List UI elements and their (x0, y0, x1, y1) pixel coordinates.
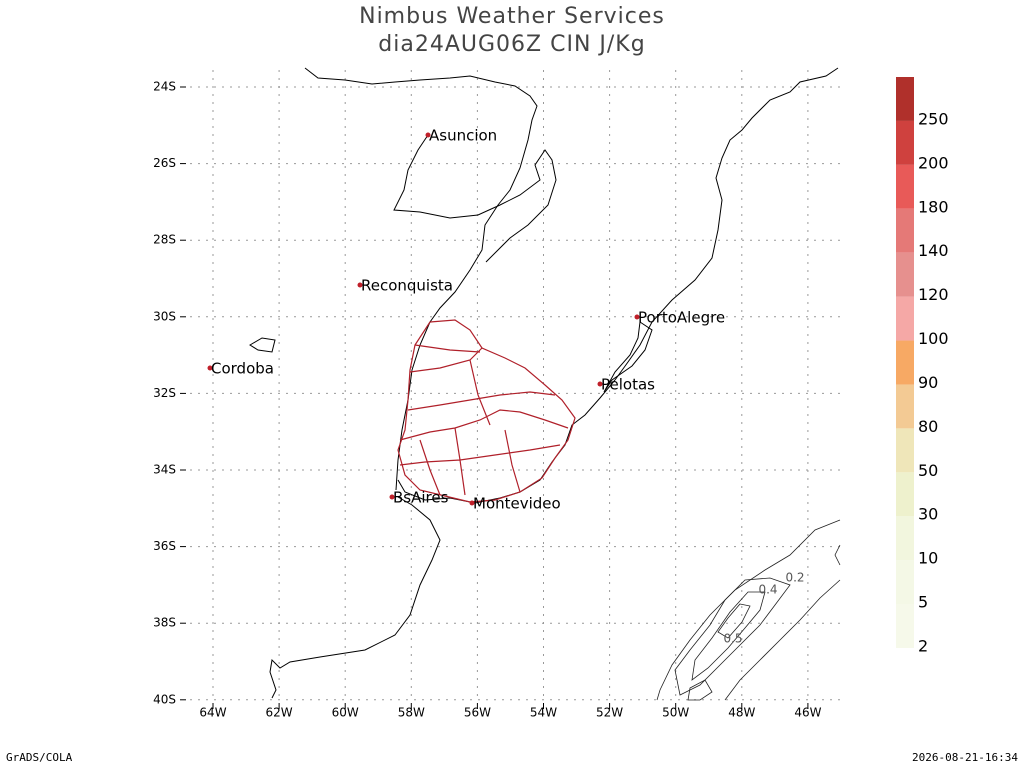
city-marker (634, 314, 640, 320)
city-label: Montevideo (473, 495, 561, 513)
contour (724, 579, 841, 701)
contour (656, 519, 841, 701)
colorbar-band (896, 560, 914, 605)
city-label: Cordoba (211, 360, 274, 378)
contours (656, 519, 841, 701)
colorbar-band (896, 384, 914, 429)
city-marker (425, 132, 431, 138)
colorbar-band (896, 252, 914, 297)
colorbar-label: 90 (918, 373, 938, 392)
city-marker (357, 282, 363, 288)
contour (691, 591, 766, 681)
colorbar-label: 5 (918, 593, 928, 612)
river (393, 134, 557, 263)
colorbar-band (896, 77, 914, 121)
border (399, 344, 569, 496)
contour-label: 0.2 (785, 571, 804, 585)
colorbar-band (896, 208, 914, 253)
contour (687, 679, 713, 701)
city-marker (389, 494, 395, 500)
coastline (603, 321, 653, 393)
contour-label: 0.4 (758, 583, 777, 597)
lat-tick-label: 34S (153, 463, 176, 477)
city-marker (597, 381, 603, 387)
coastline (269, 496, 441, 699)
lat-tick-label: 28S (153, 233, 176, 247)
subtitle: dia24AUG06Z CIN J/Kg (378, 32, 645, 57)
colorbar-label: 30 (918, 505, 938, 524)
city-label: Asuncion (429, 127, 497, 145)
city-label: Pelotas (601, 376, 655, 394)
city-marker (469, 500, 475, 506)
colorbar-label: 50 (918, 461, 938, 480)
lat-tick-label: 26S (153, 156, 176, 170)
lon-tick-label: 52W (596, 706, 623, 720)
contour (717, 603, 751, 639)
title: Nimbus Weather Services (359, 4, 665, 29)
lon-tick-label: 58W (398, 706, 425, 720)
lon-tick-label: 64W (199, 706, 226, 720)
city-label: Reconquista (361, 277, 453, 295)
colorbar-label: 100 (918, 329, 949, 348)
colorbar-band (896, 164, 914, 209)
lake (249, 337, 276, 353)
colorbar-label: 120 (918, 285, 949, 304)
colorbar-band (896, 604, 914, 648)
river (304, 67, 538, 323)
colorbar-band (896, 428, 914, 473)
lat-tick-label: 24S (153, 80, 176, 94)
city-label: BsAires (393, 489, 449, 507)
uruguay-borders (397, 319, 576, 503)
colorbar-label: 250 (918, 109, 949, 128)
colorbar-label: 180 (918, 197, 949, 216)
border (397, 319, 576, 503)
footer-left: GrADS/COLA (6, 751, 73, 764)
colorbar-label: 80 (918, 417, 938, 436)
lat-tick-label: 30S (153, 309, 176, 323)
colorbar-band (896, 516, 914, 561)
lat-tick-label: 40S (153, 692, 176, 706)
contour (834, 544, 841, 566)
colorbar: 2 5 10 30 50 80 90 100 120 140 180 200 250 (896, 77, 949, 656)
colorbar-band (896, 296, 914, 341)
lon-tick-label: 54W (530, 706, 557, 720)
colorbar-label: 140 (918, 241, 949, 260)
lat-tick-label: 38S (153, 616, 176, 630)
colorbar-label: 2 (918, 637, 928, 656)
city-marker (207, 365, 213, 371)
lat-tick-label: 32S (153, 386, 176, 400)
lon-tick-label: 62W (266, 706, 293, 720)
contour (674, 577, 791, 696)
grid: 24S 26S 28S 30S 32S 34S 36S 38S 40S 64W 62W 60W 58W 5… (153, 70, 840, 720)
lon-tick-label: 56W (464, 706, 491, 720)
colorbar-label: 200 (918, 153, 949, 172)
lon-tick-label: 46W (794, 706, 821, 720)
colorbar-band (896, 340, 914, 385)
colorbar-label: 10 (918, 549, 938, 568)
lon-tick-label: 60W (332, 706, 359, 720)
footer-right: 2026-08-21-16:34 (912, 751, 1018, 764)
lon-tick-label: 48W (728, 706, 755, 720)
colorbar-band (896, 120, 914, 165)
city-label: PortoAlegre (638, 309, 725, 327)
cities: Asuncion Reconquista Cordoba PortoAlegre Pel… (207, 127, 725, 513)
lat-tick-label: 36S (153, 539, 176, 553)
contour-label: 0.5 (723, 632, 742, 646)
lon-tick-label: 50W (662, 706, 689, 720)
colorbar-band (896, 472, 914, 517)
